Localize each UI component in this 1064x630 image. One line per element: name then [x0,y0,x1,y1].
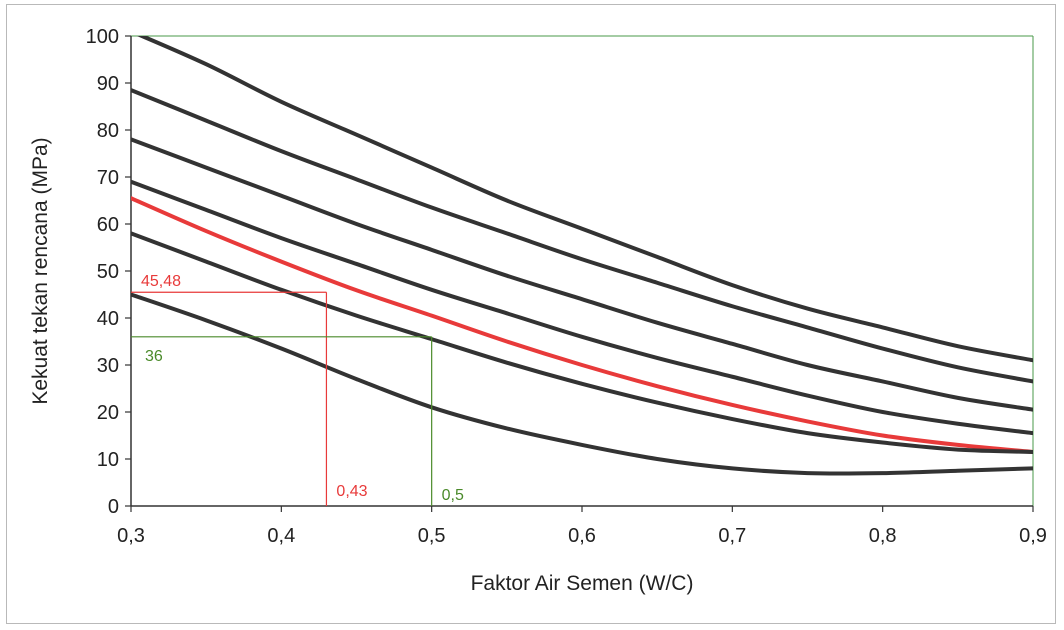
chart-frame: 0,3 0,4 0,5 0,6 0,7 0,8 0,9 0 10 20 30 40 50 60 70 80 9… [6,4,1056,624]
y-tick-label: 60 [97,214,119,236]
plot-background [131,36,1033,506]
y-tick-label: 0 [108,496,119,518]
y-tick-label: 50 [97,261,119,283]
y-tick-label: 100 [86,26,119,48]
y-tick-label: 70 [97,167,119,189]
x-tick-label: 0,3 [117,525,145,547]
y-tick-label: 10 [97,449,119,471]
plot-area [130,35,1034,507]
annotation-y-value-green: 36 [145,348,163,365]
annotation-layer: 45,48 0,43 36 0,5 [131,273,464,506]
series-line-6 [131,231,1033,454]
x-axis-title: Faktor Air Semen (W/C) [471,572,694,595]
y-tick-label: 20 [97,402,119,424]
x-tick-label: 0,7 [718,525,746,547]
series-layer [131,36,1033,476]
y-tick-label: 30 [97,355,119,377]
y-axis-ticks: 0 10 20 30 40 50 60 70 80 90 100 [86,26,131,518]
series-line-highlight [131,196,1033,454]
series-line-7 [131,292,1033,476]
annotation-y-value-red: 45,48 [141,273,181,290]
x-axis-ticks: 0,3 0,4 0,5 0,6 0,7 0,8 0,9 [117,506,1047,547]
series-line-1 [136,36,1033,363]
annotation-x-value-red: 0,43 [336,483,367,500]
y-tick-label: 90 [97,73,119,95]
series-line-3 [131,137,1033,412]
x-tick-label: 0,5 [418,525,446,547]
x-tick-label: 0,6 [568,525,596,547]
x-tick-label: 0,4 [267,525,295,547]
y-axis-title: Kekuat tekan rencana (MPa) [29,137,52,404]
x-tick-label: 0,8 [869,525,897,547]
x-tick-label: 0,9 [1019,525,1047,547]
y-tick-label: 80 [97,120,119,142]
series-line-2 [131,88,1033,384]
chart: 0,3 0,4 0,5 0,6 0,7 0,8 0,9 0 10 20 30 40 50 60 70 80 9… [29,26,1047,595]
annotation-x-value-green: 0,5 [442,487,464,504]
series-line-4 [131,179,1033,436]
y-tick-label: 40 [97,308,119,330]
